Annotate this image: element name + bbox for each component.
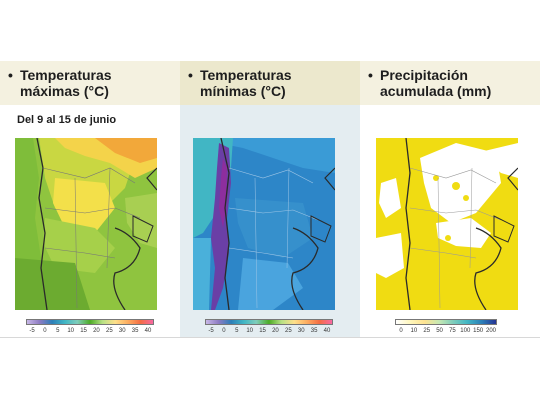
scale-tick-label: 35 bbox=[310, 328, 318, 334]
scale-tick-label: 25 bbox=[284, 328, 292, 334]
color-scale-precipitacion: 0 10 25 50 75 100 150 200 bbox=[395, 317, 497, 337]
scale-tick-label: 25 bbox=[423, 328, 431, 334]
scale-tick-label: 10 bbox=[67, 328, 74, 334]
color-scale-minimas: -5 0 5 10 15 20 25 30 35 40 bbox=[205, 317, 333, 337]
scale-tick-label: 0 bbox=[222, 328, 226, 334]
scale-tick-label: -5 bbox=[208, 328, 214, 334]
scale-tick-label: 0 bbox=[399, 328, 403, 334]
scale-bar bbox=[205, 319, 333, 325]
color-scale-maximas: -5 0 5 10 15 20 25 30 35 40 bbox=[26, 317, 154, 337]
date-range-label: Del 9 al 15 de junio bbox=[17, 114, 117, 126]
scale-tick-label: 40 bbox=[144, 328, 152, 334]
top-blank-area bbox=[0, 0, 540, 61]
scale-bar bbox=[26, 319, 154, 325]
bullet-icon: • bbox=[188, 67, 193, 83]
scale-bar bbox=[395, 319, 497, 325]
panel-title-maximas: • Temperaturas máximas (°C) bbox=[0, 61, 180, 105]
scale-tick-label: -5 bbox=[29, 328, 35, 334]
scale-tick-label: 5 bbox=[56, 328, 60, 334]
scale-tick-label: 50 bbox=[436, 328, 443, 334]
panel-title-line2: mínimas (°C) bbox=[200, 83, 286, 99]
panel-title-minimas: • Temperaturas mínimas (°C) bbox=[180, 61, 360, 105]
scale-tick-label: 20 bbox=[272, 328, 279, 334]
scale-tick-label: 30 bbox=[118, 328, 126, 334]
map-precipitacion-acumulada bbox=[376, 138, 518, 310]
scale-tick-label: 30 bbox=[297, 328, 305, 334]
scale-tick-label: 100 bbox=[460, 328, 471, 334]
scale-tick-label: 15 bbox=[80, 328, 87, 334]
scale-tick-label: 40 bbox=[323, 328, 331, 334]
scale-tick-label: 20 bbox=[93, 328, 100, 334]
panel-title-line2: máximas (°C) bbox=[20, 83, 109, 99]
bullet-icon: • bbox=[368, 67, 373, 83]
panel-title-line1: Precipitación bbox=[380, 67, 468, 83]
scale-tick-label: 15 bbox=[259, 328, 266, 334]
panel-title-line2: acumulada (mm) bbox=[380, 83, 492, 99]
bottom-divider bbox=[0, 337, 540, 338]
scale-tick-label: 0 bbox=[43, 328, 47, 334]
map-temperaturas-minimas bbox=[193, 138, 335, 310]
scale-tick-label: 35 bbox=[131, 328, 139, 334]
scale-tick-label: 10 bbox=[246, 328, 253, 334]
scale-tick-label: 25 bbox=[105, 328, 113, 334]
scale-tick-label: 150 bbox=[473, 328, 484, 334]
scale-tick-label: 10 bbox=[410, 328, 418, 334]
scale-tick-label: 5 bbox=[235, 328, 239, 334]
panel-title-line1: Temperaturas bbox=[20, 67, 112, 83]
bullet-icon: • bbox=[8, 67, 13, 83]
scale-tick-label: 75 bbox=[449, 328, 456, 334]
scale-tick-label: 200 bbox=[485, 328, 497, 334]
map-temperaturas-maximas bbox=[15, 138, 157, 310]
panel-title-line1: Temperaturas bbox=[200, 67, 292, 83]
panel-title-precipitacion: • Precipitación acumulada (mm) bbox=[360, 61, 540, 105]
